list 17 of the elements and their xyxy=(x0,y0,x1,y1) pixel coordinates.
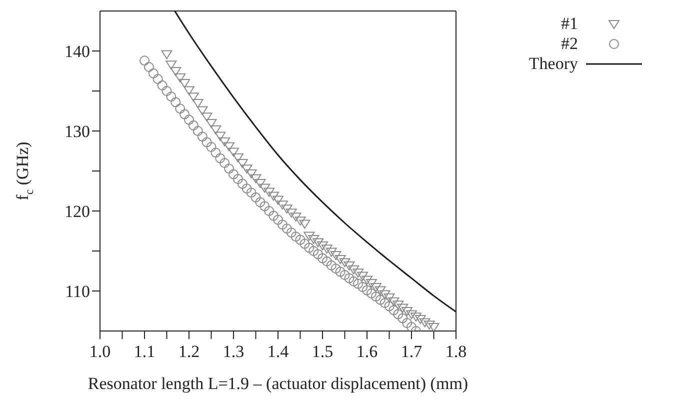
y-tick-label: 140 xyxy=(64,42,90,62)
x-tick-label: 1.3 xyxy=(222,342,244,362)
x-tick-label: 1.6 xyxy=(356,342,378,362)
x-tick-label: 1.5 xyxy=(312,342,334,362)
legend-label: #2 xyxy=(561,34,578,54)
y-tick-label: 130 xyxy=(64,122,90,142)
y-tick-label: 120 xyxy=(64,202,90,222)
legend-label: Theory xyxy=(528,54,578,74)
y-tick-label: 110 xyxy=(65,282,90,302)
x-tick-label: 1.0 xyxy=(89,342,111,362)
x-axis-title: Resonator length L=1.9 – (actuator displacement) (mm) xyxy=(88,374,468,393)
legend-label: #1 xyxy=(561,14,578,34)
x-tick-label: 1.7 xyxy=(400,342,423,362)
x-tick-label: 1.4 xyxy=(267,342,290,362)
x-tick-label: 1.2 xyxy=(178,342,200,362)
x-tick-label: 1.8 xyxy=(445,342,467,362)
x-tick-label: 1.1 xyxy=(134,342,156,362)
